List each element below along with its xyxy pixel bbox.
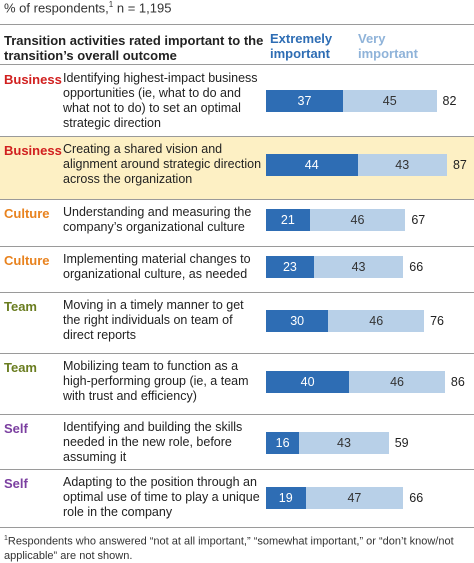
activity-label: Adapting to the position through an opti… — [63, 475, 260, 519]
legend-extremely-important: Extremely important — [270, 31, 333, 61]
activity-label: Moving in a timely manner to get the rig… — [63, 298, 244, 342]
column-header: Transition activities rated important to… — [4, 33, 264, 63]
subtitle-footnote-marker: 1 — [108, 0, 114, 9]
row-divider — [0, 292, 474, 293]
category-tag: Team — [4, 360, 37, 375]
bar-total-label: 59 — [394, 436, 409, 450]
chart-row: Self Identifying and building the skills … — [0, 415, 474, 469]
bar-total-label: 87 — [452, 158, 467, 172]
bottom-rule — [0, 527, 474, 528]
bar-extremely-important: 44 — [266, 154, 358, 176]
chart-row: Business Creating a shared vision and ali… — [0, 137, 474, 199]
subtitle-text: % of respondents, — [4, 0, 109, 16]
subtitle-sample-size: n = 1,195 — [116, 0, 172, 16]
bar-total-label: 82 — [442, 94, 457, 108]
chart-subtitle: % of respondents,1 n = 1,195 — [4, 0, 171, 15]
activity-label: Identifying and building the skills need… — [63, 420, 243, 464]
activity-label: Identifying highest-impact business oppo… — [63, 71, 258, 130]
top-rule — [0, 24, 474, 25]
header-rule — [0, 64, 474, 65]
row-divider — [0, 246, 474, 247]
bar-very-important: 46 — [349, 371, 445, 393]
bar-total-label: 67 — [411, 213, 426, 227]
bar-extremely-important: 30 — [266, 310, 329, 332]
bar-total-label: 66 — [409, 260, 424, 274]
category-tag: Self — [4, 421, 28, 436]
footnote-text: Respondents who answered “not at all imp… — [4, 535, 454, 562]
bar-total-label: 86 — [450, 375, 465, 389]
row-divider — [0, 469, 474, 470]
row-divider — [0, 199, 474, 200]
bar-very-important: 47 — [305, 487, 404, 509]
legend-very-important: Very important — [358, 31, 418, 61]
footnote: 1Respondents who answered “not at all im… — [4, 532, 470, 563]
footnote-marker: 1 — [4, 535, 8, 542]
chart-row: Team Moving in a timely manner to get the… — [0, 293, 474, 353]
chart-row: Business Identifying highest-impact busin… — [0, 66, 474, 136]
activity-label: Implementing material changes to organiz… — [63, 252, 251, 281]
bar-very-important: 45 — [342, 90, 437, 112]
category-tag: Culture — [4, 206, 50, 221]
bar-extremely-important: 23 — [266, 256, 314, 278]
chart-row: Team Mobilizing team to function as a hig… — [0, 354, 474, 414]
bar-total-label: 76 — [430, 314, 444, 328]
bar-very-important: 46 — [309, 209, 406, 231]
row-divider — [0, 353, 474, 354]
chart-row: Culture Implementing material changes to … — [0, 247, 474, 293]
bar-extremely-important: 40 — [266, 371, 350, 393]
category-tag: Self — [4, 476, 28, 491]
category-tag: Team — [4, 299, 37, 314]
row-divider — [0, 414, 474, 415]
bar-very-important: 46 — [328, 310, 425, 332]
activity-label: Understanding and measuring the company’… — [63, 205, 252, 234]
category-tag: Business — [4, 143, 62, 158]
category-tag: Business — [4, 72, 62, 87]
bar-extremely-important: 37 — [266, 90, 343, 112]
bar-very-important: 43 — [299, 432, 389, 454]
bar-very-important: 43 — [313, 256, 404, 278]
category-tag: Culture — [4, 253, 50, 268]
bar-total-label: 66 — [409, 491, 424, 505]
bar-extremely-important: 19 — [266, 487, 306, 509]
activity-label: Mobilizing team to function as a high-pe… — [63, 359, 249, 403]
row-divider — [0, 136, 474, 137]
bar-very-important: 43 — [357, 154, 447, 176]
bar-extremely-important: 21 — [266, 209, 310, 231]
bar-extremely-important: 16 — [266, 432, 300, 454]
activity-label: Creating a shared vision and alignment a… — [63, 142, 262, 186]
chart-row: Self Adapting to the position through an … — [0, 470, 474, 524]
chart-row: Culture Understanding and measuring the c… — [0, 200, 474, 246]
